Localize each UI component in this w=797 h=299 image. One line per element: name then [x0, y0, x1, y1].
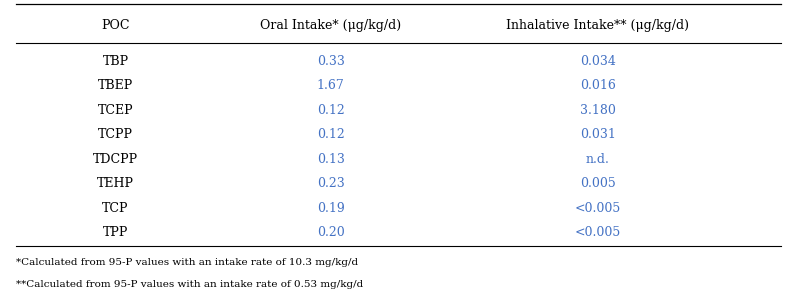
Text: n.d.: n.d.	[586, 153, 610, 166]
Text: 0.33: 0.33	[317, 55, 344, 68]
Text: 0.13: 0.13	[317, 153, 344, 166]
Text: 0.005: 0.005	[580, 177, 615, 190]
Text: <0.005: <0.005	[575, 226, 621, 239]
Text: 0.20: 0.20	[317, 226, 344, 239]
Text: TEHP: TEHP	[97, 177, 134, 190]
Text: TBP: TBP	[103, 55, 128, 68]
Text: 0.12: 0.12	[317, 104, 344, 117]
Text: *Calculated from 95-P values with an intake rate of 10.3 mg/kg/d: *Calculated from 95-P values with an int…	[16, 258, 358, 267]
Text: 0.016: 0.016	[579, 79, 616, 92]
Text: TPP: TPP	[103, 226, 128, 239]
Text: 0.031: 0.031	[579, 128, 616, 141]
Text: TDCPP: TDCPP	[93, 153, 138, 166]
Text: Oral Intake* (μg/kg/d): Oral Intake* (μg/kg/d)	[260, 19, 402, 32]
Text: Inhalative Intake** (μg/kg/d): Inhalative Intake** (μg/kg/d)	[506, 19, 689, 32]
Text: 0.034: 0.034	[579, 55, 616, 68]
Text: 1.67: 1.67	[317, 79, 344, 92]
Text: 0.12: 0.12	[317, 128, 344, 141]
Text: TCP: TCP	[102, 202, 129, 215]
Text: <0.005: <0.005	[575, 202, 621, 215]
Text: 0.23: 0.23	[317, 177, 344, 190]
Text: TBEP: TBEP	[98, 79, 133, 92]
Text: POC: POC	[101, 19, 130, 32]
Text: 3.180: 3.180	[579, 104, 616, 117]
Text: 0.19: 0.19	[317, 202, 344, 215]
Text: TCEP: TCEP	[98, 104, 133, 117]
Text: TCPP: TCPP	[98, 128, 133, 141]
Text: **Calculated from 95-P values with an intake rate of 0.53 mg/kg/d: **Calculated from 95-P values with an in…	[16, 280, 363, 289]
